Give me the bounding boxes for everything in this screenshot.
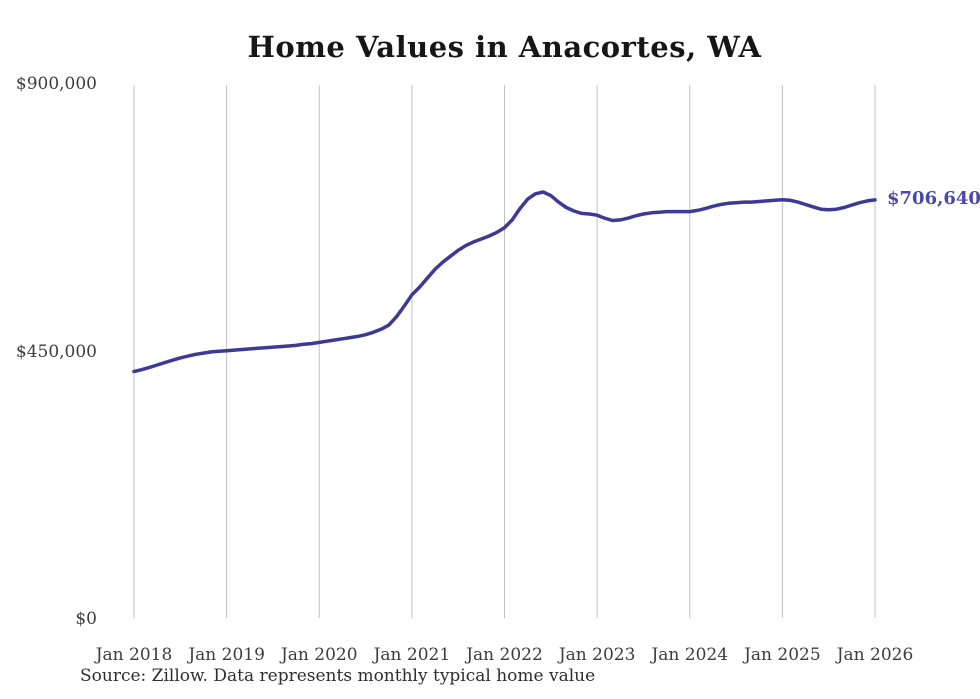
y-axis-tick-label: $450,000 — [15, 341, 97, 362]
chart-title: Home Values in Anacortes, WA — [247, 30, 762, 64]
x-axis-tick-label: Jan 2021 — [373, 645, 451, 665]
y-axis-tick-label: $900,000 — [15, 74, 97, 94]
x-axis-tick-label: Jan 2020 — [280, 645, 358, 665]
home-value-trend-line — [132, 190, 877, 374]
x-axis-tick-label: Jan 2025 — [744, 645, 821, 665]
x-axis-tick-label: Jan 2018 — [95, 645, 173, 665]
x-axis-tick-label: Jan 2019 — [188, 645, 265, 665]
source-note: Source: Zillow. Data represents monthly … — [80, 666, 596, 686]
x-axis-tick-label: Jan 2023 — [558, 645, 636, 665]
y-axis-tick-label: $0 — [75, 609, 97, 629]
end-value-label: $706,640 — [887, 187, 980, 209]
x-axis-tick-label: Jan 2026 — [836, 645, 914, 665]
x-axis-tick-label: Jan 2022 — [466, 645, 543, 665]
x-axis-tick-label: Jan 2024 — [651, 645, 729, 665]
